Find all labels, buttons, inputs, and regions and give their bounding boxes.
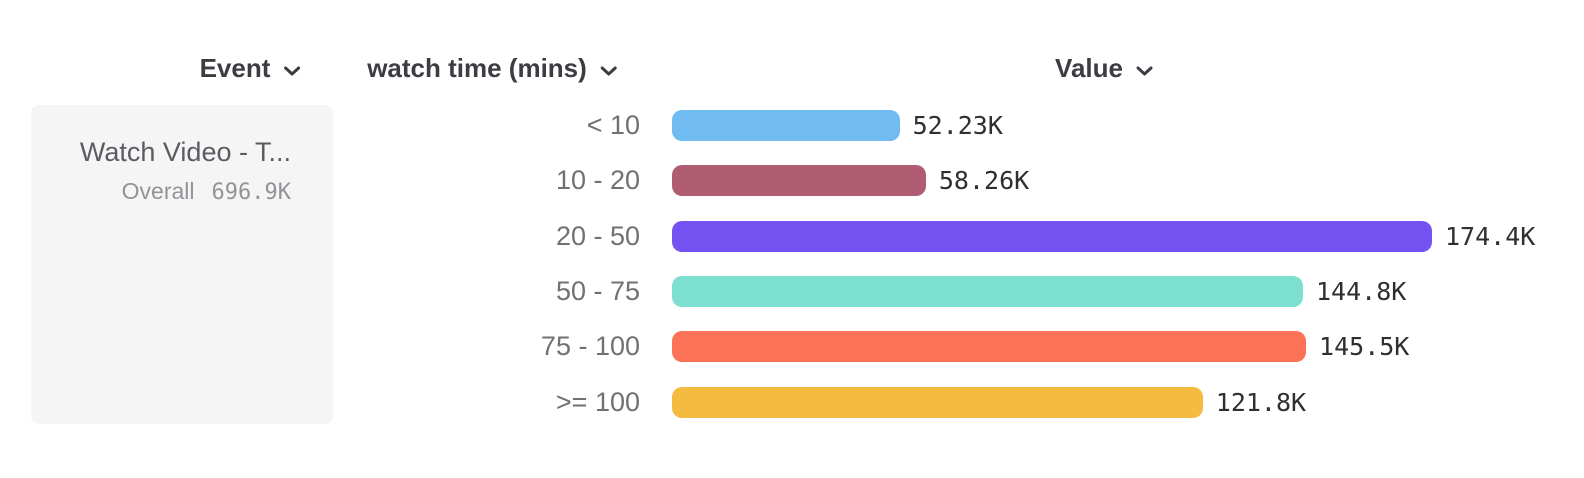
bar[interactable] bbox=[672, 220, 1432, 252]
bar-row: 20 - 50 174.4K bbox=[0, 209, 1584, 264]
category-label: 10 - 20 bbox=[555, 165, 640, 196]
bar-chart: < 10 52.23K 10 - 20 58.26K 20 - 50 174.4… bbox=[0, 98, 1584, 430]
bar[interactable] bbox=[672, 165, 926, 197]
value-column-header-label: Value bbox=[1055, 53, 1123, 83]
bar[interactable] bbox=[672, 110, 900, 142]
breakdown-column-header[interactable]: watch time (mins) bbox=[367, 53, 617, 84]
chevron-down-icon bbox=[283, 66, 300, 75]
event-card-title: Watch Video - T... bbox=[79, 137, 291, 167]
value-column-header[interactable]: Value bbox=[1055, 53, 1153, 84]
bar[interactable] bbox=[672, 386, 1203, 418]
event-column-header[interactable]: Event bbox=[200, 53, 301, 84]
bar-value-label: 144.8K bbox=[1316, 277, 1407, 307]
category-label: 50 - 75 bbox=[555, 276, 640, 307]
bar-row: 75 - 100 145.5K bbox=[0, 319, 1584, 374]
event-card[interactable]: Watch Video - T... Overall 696.9K bbox=[31, 105, 333, 424]
category-label: < 10 bbox=[586, 110, 640, 141]
event-column-header-label: Event bbox=[199, 53, 271, 83]
bar-row: 10 - 20 58.26K bbox=[0, 153, 1584, 208]
bar[interactable] bbox=[672, 276, 1303, 308]
category-label: 20 - 50 bbox=[555, 220, 640, 251]
overall-label: Overall bbox=[121, 178, 195, 204]
category-label: >= 100 bbox=[555, 386, 640, 417]
event-card-overall-row: Overall 696.9K bbox=[51, 178, 291, 205]
chevron-down-icon bbox=[1136, 66, 1153, 75]
bar-value-label: 174.4K bbox=[1445, 221, 1536, 251]
bar-track: 174.4K bbox=[672, 220, 1535, 252]
bar-value-label: 58.26K bbox=[938, 166, 1030, 196]
bar-track: 58.26K bbox=[672, 165, 1432, 197]
bar-row: 50 - 75 144.8K bbox=[0, 264, 1584, 319]
bar-value-label: 52.23K bbox=[912, 111, 1003, 141]
bar-track: 144.8K bbox=[672, 276, 1432, 308]
overall-value: 696.9K bbox=[211, 180, 291, 205]
bar-track: 121.8K bbox=[672, 386, 1432, 418]
breakdown-column-header-label: watch time (mins) bbox=[367, 53, 587, 83]
bar-value-label: 121.8K bbox=[1215, 387, 1307, 417]
bar-track: 52.23K bbox=[672, 110, 1432, 142]
bar-value-label: 145.5K bbox=[1319, 332, 1410, 362]
category-label: 75 - 100 bbox=[540, 331, 640, 362]
bar-track: 145.5K bbox=[672, 331, 1432, 363]
bar-row: < 10 52.23K bbox=[0, 98, 1584, 153]
bar[interactable] bbox=[672, 331, 1307, 363]
bar-row: >= 100 121.8K bbox=[0, 374, 1584, 429]
chevron-down-icon bbox=[600, 66, 617, 75]
